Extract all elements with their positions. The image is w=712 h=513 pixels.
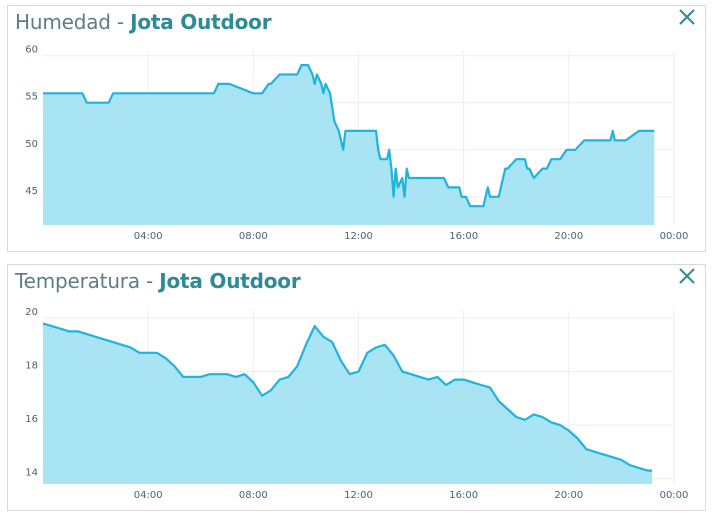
y-tick-label: 14 (25, 468, 38, 479)
temperature-panel: Temperatura - Jota Outdoor 14 16 18 20 04:00… (7, 264, 706, 511)
title-separator: - (110, 10, 131, 34)
x-tick-label: 08:00 (239, 490, 268, 501)
close-icon-glyph (679, 9, 695, 25)
x-tick-label: 04:00 (134, 231, 163, 242)
x-tick-label: 16:00 (449, 490, 478, 501)
y-tick-label: 18 (25, 361, 38, 372)
x-tick-label: 00:00 (660, 490, 689, 501)
x-tick-label: 20:00 (554, 231, 583, 242)
x-tick-label: 20:00 (554, 490, 583, 501)
humidity-chart: 45 50 55 60 04:00 08:00 12:00 16:00 20:00 00:00 (25, 45, 689, 242)
y-tick-label: 55 (25, 92, 38, 103)
close-icon[interactable] (675, 267, 699, 291)
title-separator: - (139, 269, 160, 293)
temperature-chart: 14 16 18 20 04:00 08:00 12:00 16:00 20:00 00:00 (25, 307, 689, 501)
x-tick-label: 00:00 (660, 231, 689, 242)
x-tick-label: 04:00 (134, 490, 163, 501)
x-tick-label: 12:00 (344, 231, 373, 242)
y-tick-label: 50 (25, 139, 38, 150)
x-tick-label: 16:00 (449, 231, 478, 242)
station-name: Jota Outdoor (159, 269, 301, 293)
close-icon[interactable] (675, 8, 699, 32)
x-tick-label: 12:00 (344, 490, 373, 501)
series-line (42, 322, 653, 472)
y-tick-label: 16 (25, 414, 38, 425)
panel-title: Temperatura - Jota Outdoor (15, 269, 301, 293)
station-name: Jota Outdoor (130, 10, 272, 34)
series-area (43, 65, 655, 225)
panel-title: Humedad - Jota Outdoor (15, 10, 272, 34)
metric-label: Temperatura (15, 269, 140, 293)
metric-label: Humedad (15, 10, 111, 34)
humidity-panel: Humedad - Jota Outdoor 45 50 55 60 04:00 08:0… (7, 5, 706, 252)
series-line (43, 63, 655, 208)
series-area (43, 323, 653, 484)
y-tick-label: 20 (25, 307, 38, 318)
close-icon-glyph (679, 268, 695, 284)
x-tick-label: 08:00 (239, 231, 268, 242)
y-tick-label: 60 (25, 45, 38, 56)
y-tick-label: 45 (25, 186, 38, 197)
